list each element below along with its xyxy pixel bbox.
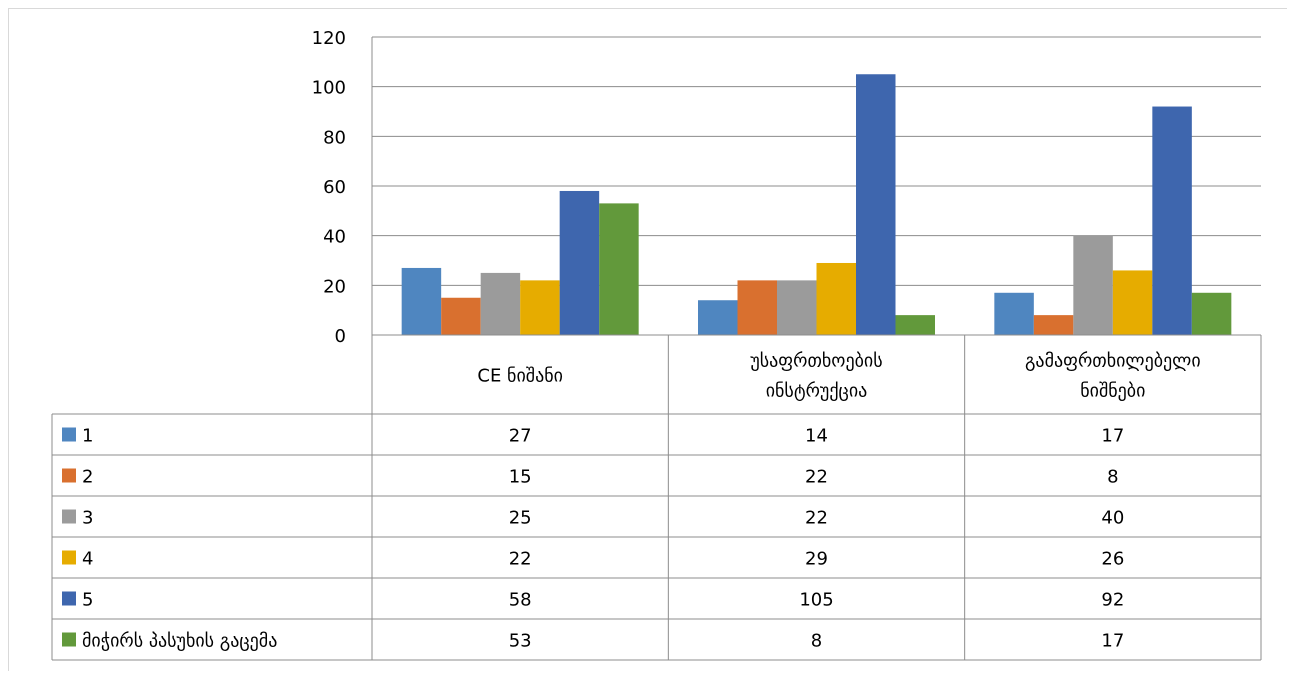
data-cell: 105 bbox=[799, 590, 833, 611]
legend-key bbox=[62, 591, 76, 606]
x-category-label: CE ნიშანი bbox=[477, 366, 563, 387]
bar bbox=[1152, 106, 1192, 336]
y-tick-label: 80 bbox=[323, 127, 346, 148]
data-cell: 53 bbox=[509, 631, 532, 652]
data-cell: 15 bbox=[509, 467, 532, 488]
data-cell: 58 bbox=[509, 590, 532, 611]
bar bbox=[1191, 292, 1232, 335]
series-name: 3 bbox=[82, 508, 93, 529]
data-cell: 17 bbox=[1101, 426, 1124, 447]
series-name: 4 bbox=[82, 549, 93, 570]
legend-key bbox=[62, 427, 76, 442]
bar bbox=[816, 262, 856, 335]
bar bbox=[1033, 315, 1074, 335]
series-name: 5 bbox=[82, 590, 93, 611]
y-tick-label: 0 bbox=[335, 326, 346, 347]
data-cell: 22 bbox=[805, 508, 828, 529]
bar bbox=[441, 297, 481, 335]
series-name: 2 bbox=[82, 467, 93, 488]
bar bbox=[994, 292, 1034, 335]
data-cell: 8 bbox=[1107, 467, 1118, 488]
x-category-label: უსაფრთხოების bbox=[750, 351, 882, 372]
data-cell: 92 bbox=[1101, 590, 1124, 611]
bar bbox=[856, 74, 896, 335]
data-cell: 26 bbox=[1101, 549, 1124, 570]
bar bbox=[599, 203, 639, 335]
data-cell: 8 bbox=[811, 631, 822, 652]
y-axis-ticks: 0 20 40 60 80 100 120 bbox=[312, 28, 346, 347]
legend-key bbox=[62, 509, 76, 524]
bar bbox=[480, 272, 521, 335]
data-cell: 25 bbox=[509, 508, 532, 529]
bar bbox=[895, 315, 935, 335]
bar bbox=[777, 280, 817, 335]
legend-key bbox=[62, 468, 76, 483]
data-cell: 22 bbox=[509, 549, 532, 570]
x-category-label: ნიშნები bbox=[1080, 381, 1145, 402]
data-cell: 27 bbox=[509, 426, 532, 447]
y-tick-label: 40 bbox=[323, 227, 346, 248]
data-cell: 22 bbox=[805, 467, 828, 488]
bar bbox=[520, 280, 560, 335]
bar bbox=[559, 190, 600, 335]
data-cell: 14 bbox=[805, 426, 828, 447]
bar bbox=[1112, 270, 1153, 335]
x-category-label: გამაფრთხილებელი bbox=[1025, 351, 1201, 372]
series-name: მიჭირს პასუხის გაცემა bbox=[82, 631, 277, 652]
bars bbox=[401, 74, 1232, 336]
series-name: 1 bbox=[82, 426, 93, 447]
data-cell: 17 bbox=[1101, 631, 1124, 652]
y-tick-label: 100 bbox=[312, 78, 346, 99]
bar bbox=[401, 267, 442, 335]
bar bbox=[737, 280, 777, 335]
bar bbox=[698, 300, 738, 335]
legend-key bbox=[62, 550, 76, 565]
x-category-label: ინსტრუქცია bbox=[766, 381, 868, 402]
bar bbox=[1073, 235, 1113, 335]
y-tick-label: 20 bbox=[323, 276, 346, 297]
data-cell: 40 bbox=[1101, 508, 1124, 529]
y-tick-label: 120 bbox=[312, 28, 346, 49]
chart-frame bbox=[8, 8, 1287, 671]
data-table: CE ნიშანი უსაფრთხოების ინსტრუქცია გამაფრთხი… bbox=[51, 334, 1262, 661]
y-tick-label: 60 bbox=[323, 177, 346, 198]
legend-key bbox=[62, 632, 76, 647]
data-cell: 29 bbox=[805, 549, 828, 570]
